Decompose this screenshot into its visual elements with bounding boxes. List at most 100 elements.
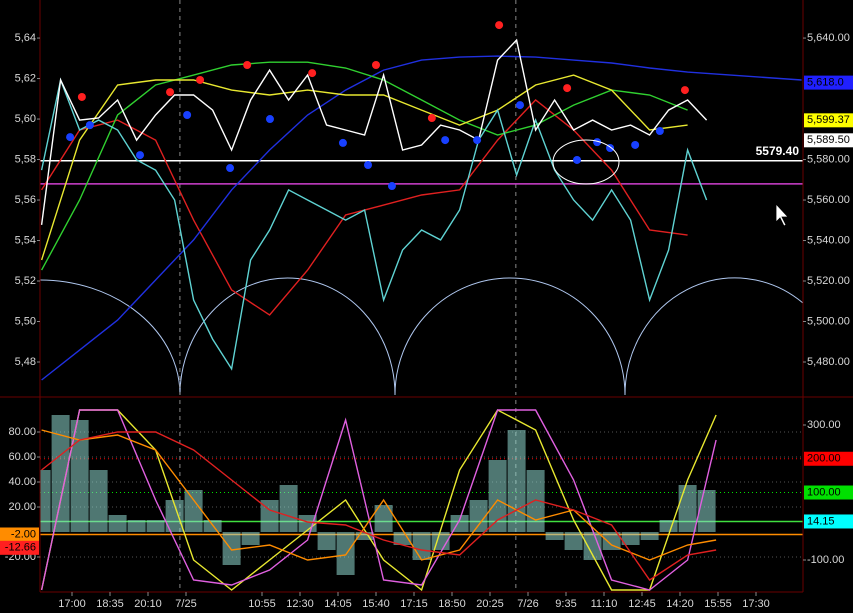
histogram-bar xyxy=(678,485,697,532)
x-tick-label: 18:35 xyxy=(96,598,124,610)
value-box xyxy=(804,133,853,148)
y2-tick-label: 300.00 xyxy=(807,419,841,431)
series-line xyxy=(40,61,688,271)
series-line xyxy=(40,38,708,225)
histogram-bar xyxy=(583,532,602,560)
x-tick-label: 7/25 xyxy=(175,598,196,610)
value-box-label: 14.15 xyxy=(807,515,835,527)
value-box-label: 5,589.50 xyxy=(807,134,850,146)
signal-dot xyxy=(308,69,317,78)
value-box-label: 200.00 xyxy=(807,453,841,465)
y-tick-label: 5,54 xyxy=(15,234,36,246)
y-tick-label: 60.00 xyxy=(8,451,36,463)
y-tick-label: 5,58 xyxy=(15,153,36,165)
x-tick-label: 7/26 xyxy=(517,598,538,610)
y2-tick-label: 5,500.00 xyxy=(807,315,850,327)
x-tick-label: 10:55 xyxy=(248,598,276,610)
signal-dot xyxy=(473,136,482,145)
value-box-label: -2.00 xyxy=(11,528,36,540)
signal-dot xyxy=(85,121,94,130)
histogram-bar xyxy=(355,532,374,540)
histogram-bar xyxy=(279,485,298,532)
signal-dot xyxy=(196,75,205,84)
signal-dot xyxy=(371,60,380,69)
value-box-label: 5,599.37 xyxy=(807,114,850,126)
signal-dot xyxy=(364,161,373,170)
y2-tick-label: 5,480.00 xyxy=(807,356,850,368)
value-box xyxy=(804,451,853,466)
y-tick-label: 5,64 xyxy=(15,32,36,44)
value-box-label: 5,618.0 xyxy=(807,77,844,89)
signal-dot xyxy=(265,115,274,124)
histogram-bar xyxy=(488,460,507,532)
signal-dot xyxy=(243,60,252,69)
x-tick-label: 15:40 xyxy=(362,598,390,610)
x-tick-label: 15:55 xyxy=(704,598,732,610)
y-tick-label: 5,60 xyxy=(15,113,36,125)
signal-dot xyxy=(136,151,145,160)
signal-dot xyxy=(387,182,396,191)
y2-tick-label: -100.00 xyxy=(807,554,844,566)
series-line xyxy=(41,429,717,561)
series-line xyxy=(41,55,802,381)
histogram-bar xyxy=(697,490,716,532)
value-box xyxy=(804,113,853,128)
mouse-cursor xyxy=(775,202,789,227)
y-tick-label: 5,62 xyxy=(15,72,36,84)
y-tick-label: 5,56 xyxy=(15,194,36,206)
histogram-bar xyxy=(469,500,488,532)
histogram-bar xyxy=(317,532,336,550)
signal-dot xyxy=(593,138,602,147)
histogram-bar xyxy=(70,420,89,532)
histogram-bar xyxy=(89,470,108,532)
histogram-bar xyxy=(336,532,355,575)
histogram-bar xyxy=(564,532,583,550)
histogram-bar xyxy=(108,515,127,532)
histogram-bar xyxy=(241,532,260,545)
histogram-bar xyxy=(222,532,241,565)
y2-tick-label: 5,640.00 xyxy=(807,32,850,44)
series-line xyxy=(41,431,717,581)
histogram-bar xyxy=(165,500,184,532)
y-tick-label: 80.00 xyxy=(8,426,36,438)
histogram-bar xyxy=(51,415,70,532)
signal-dot xyxy=(441,136,450,145)
histogram-bar xyxy=(659,520,678,532)
signal-dot xyxy=(655,126,664,135)
signal-dot xyxy=(338,138,347,147)
value-box xyxy=(804,485,853,500)
value-box xyxy=(0,527,39,542)
x-tick-label: 12:30 xyxy=(286,598,314,610)
signal-dot xyxy=(66,133,75,142)
x-tick-label: 14:20 xyxy=(666,598,694,610)
x-tick-label: 18:50 xyxy=(438,598,466,610)
histogram-bar xyxy=(146,520,165,532)
histogram-bar xyxy=(127,520,146,532)
level-label: 5579.40 xyxy=(756,144,800,158)
y-tick-label: 5,52 xyxy=(15,275,36,287)
signal-dot xyxy=(573,155,582,164)
signal-dot xyxy=(495,21,504,30)
signal-dot xyxy=(516,101,525,110)
histogram-bar xyxy=(184,490,203,532)
histogram-bar xyxy=(621,532,640,545)
series-line xyxy=(40,74,688,261)
value-box-label: 100.00 xyxy=(807,486,841,498)
y2-tick-label: 5,520.00 xyxy=(807,275,850,287)
annotation-ellipse xyxy=(552,139,620,185)
x-tick-label: 17:30 xyxy=(742,598,770,610)
x-tick-label: 12:45 xyxy=(628,598,656,610)
series-line xyxy=(40,409,717,591)
y2-tick-label: 5,560.00 xyxy=(807,194,850,206)
histogram-bar xyxy=(412,532,431,560)
series-line xyxy=(40,77,708,371)
y-tick-label: 20.00 xyxy=(8,501,36,513)
signal-dot xyxy=(77,92,86,101)
x-tick-label: 17:00 xyxy=(58,598,86,610)
x-tick-label: 17:15 xyxy=(400,598,428,610)
price-panel xyxy=(40,0,803,395)
histogram-bar xyxy=(545,532,564,540)
histogram-bar xyxy=(602,532,621,550)
signal-dot xyxy=(631,140,640,149)
